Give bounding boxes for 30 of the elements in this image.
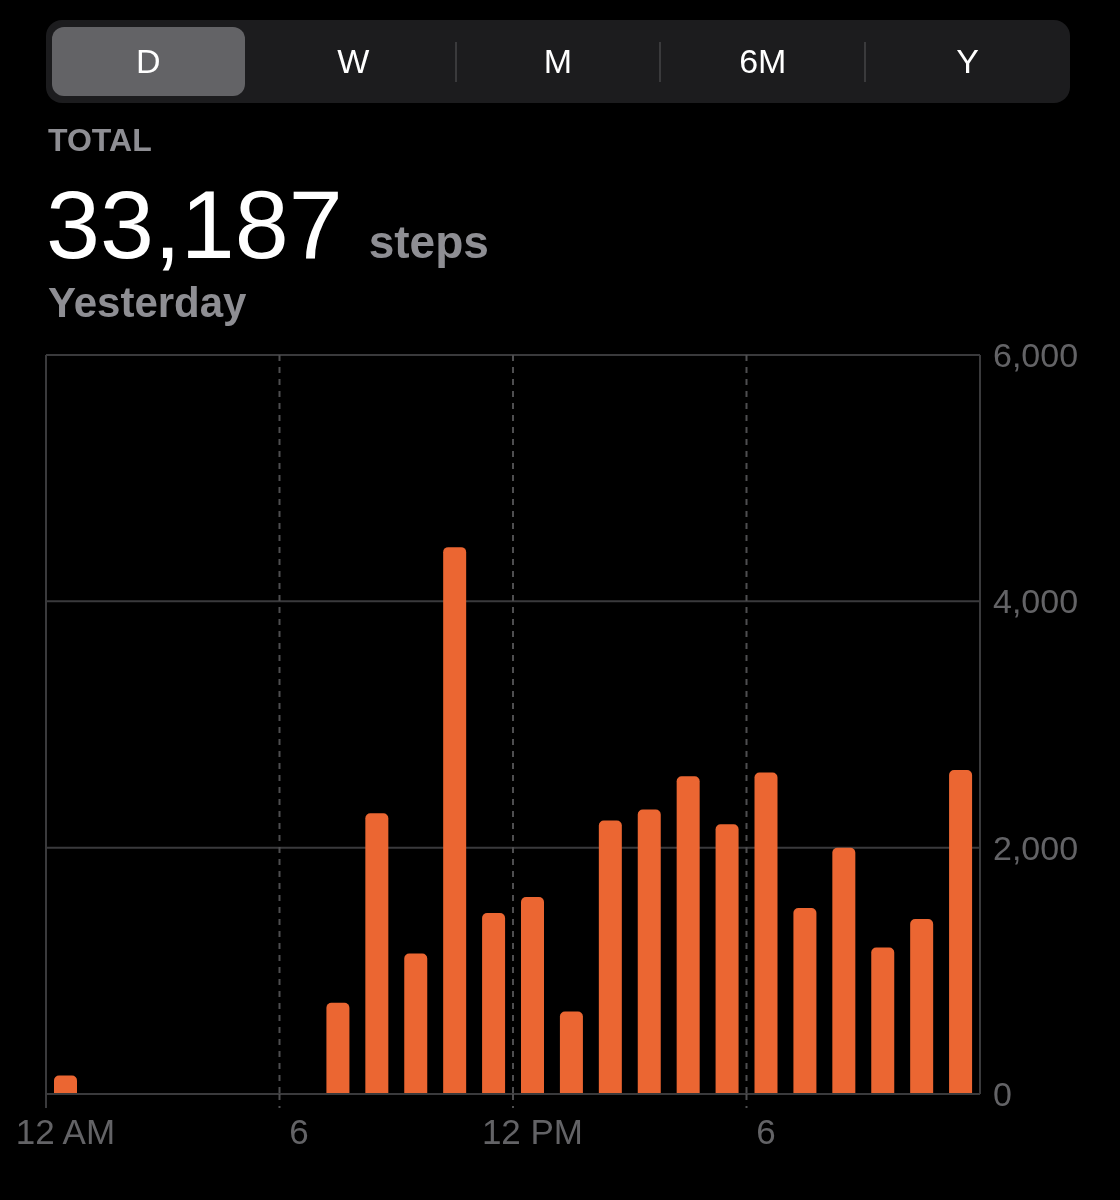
bar	[404, 953, 428, 1094]
bar	[482, 912, 506, 1094]
bar	[793, 908, 817, 1094]
text: TOTAL	[48, 122, 152, 158]
bar	[637, 809, 661, 1094]
bar	[676, 776, 700, 1094]
bar	[365, 813, 389, 1094]
segmented-control: D W M 6M Y	[46, 20, 1070, 103]
y-tick-label: 4,000	[993, 582, 1079, 621]
bar	[949, 770, 973, 1094]
x-tick-label: 12 PM	[481, 1111, 584, 1151]
bar	[871, 947, 895, 1094]
bar	[598, 820, 622, 1094]
bar	[754, 772, 778, 1094]
y-tick-label: 0	[993, 1075, 1012, 1114]
bar	[910, 919, 934, 1094]
bar	[715, 824, 739, 1094]
x-tick-label: 6	[289, 1111, 309, 1151]
bar	[521, 896, 544, 1094]
bar	[832, 847, 856, 1094]
y-tick-label: 6,000	[993, 336, 1079, 375]
y-tick-label: 2,000	[993, 828, 1079, 867]
chart-subtitle: Yesterday	[48, 279, 247, 326]
bar	[54, 1075, 77, 1094]
bar	[326, 1002, 350, 1094]
chart-title: 33,187 steps	[46, 170, 489, 279]
bar	[443, 547, 467, 1094]
x-tick-label: 12 AM	[15, 1111, 116, 1151]
bar	[559, 1011, 583, 1094]
x-tick-label: 6	[756, 1111, 776, 1151]
